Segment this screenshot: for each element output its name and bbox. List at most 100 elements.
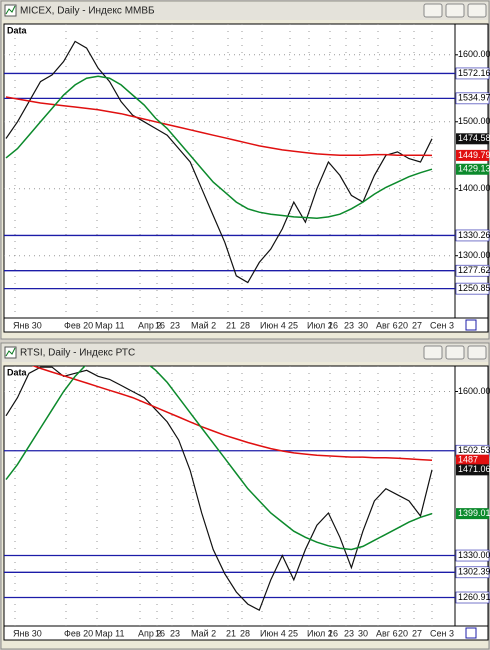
y-tick-label: 1600.00 [458, 49, 490, 59]
x-tick-label: 16 [328, 628, 338, 638]
level-label: 1330.26 [458, 230, 490, 240]
moving-average [5, 366, 433, 551]
level-box [455, 92, 490, 105]
last-value-label: 1429.13 [458, 164, 490, 174]
x-tick-label: 16 [155, 320, 165, 330]
x-tick-label: 28 [240, 320, 250, 330]
plot-area [3, 23, 456, 319]
x-tick-label: Май 2 [191, 628, 216, 638]
scroll-button[interactable] [465, 627, 477, 639]
close-button[interactable] [467, 3, 487, 18]
x-tick-label: Май 2 [191, 320, 216, 330]
data-label: Data [7, 25, 28, 35]
x-tick-label: 27 [412, 320, 422, 330]
x-tick-label: Мар 11 [95, 320, 124, 330]
level-label: 1502.53 [458, 445, 490, 455]
data-label: Data [7, 367, 28, 377]
x-tick-label: 23 [344, 628, 354, 638]
price-axis [454, 365, 489, 627]
moving-average [31, 366, 433, 461]
x-tick-label: 30 [358, 320, 368, 330]
plot-series [5, 366, 433, 612]
y-tick-label: 1600.00 [458, 386, 490, 396]
level-box [455, 282, 490, 295]
title-bar [2, 2, 488, 20]
moving-average [5, 96, 433, 157]
x-tick-label: Июл 2 [307, 320, 333, 330]
x-tick-label: Сен 3 [430, 628, 454, 638]
last-value-box [456, 508, 489, 520]
scroll-button[interactable] [465, 319, 477, 331]
level-label: 1534.97 [458, 93, 490, 103]
level-box [455, 67, 490, 80]
level-box [455, 566, 490, 579]
y-tick-label: 1400.00 [458, 183, 490, 193]
level-label: 1277.62 [458, 265, 490, 275]
last-value-label: 1449.79 [458, 150, 490, 160]
last-value-box [456, 464, 489, 476]
window-icon-glyph [5, 347, 16, 357]
plot-series [5, 40, 433, 284]
minimize-button[interactable] [423, 345, 443, 360]
level-label: 1302.39 [458, 567, 490, 577]
last-value-label: 1399.01 [458, 508, 490, 518]
x-tick-label: Июл 2 [307, 628, 333, 638]
x-tick-label: 21 [226, 628, 236, 638]
x-tick-label: 30 [358, 628, 368, 638]
last-value-box [456, 454, 489, 466]
x-tick-label: 20 [398, 628, 408, 638]
x-tick-label: Июн 4 [260, 320, 286, 330]
y-tick-label: 1500.00 [458, 116, 490, 126]
x-tick-label: Сен 3 [430, 320, 454, 330]
price-line [5, 40, 433, 284]
window-title: MICEX, Daily - Индекс ММВБ [20, 6, 155, 17]
maximize-button[interactable] [445, 345, 465, 360]
x-tick-label: 21 [226, 320, 236, 330]
last-value-box [456, 133, 489, 145]
level-box [455, 264, 490, 277]
x-tick-label: 28 [240, 628, 250, 638]
last-value-label: 1474.58 [458, 133, 490, 143]
x-tick-label: Июн 4 [260, 628, 286, 638]
level-label: 1260.91 [458, 592, 490, 602]
x-tick-label: Мар 11 [95, 628, 124, 638]
plot-area [3, 365, 456, 627]
y-tick-label: 1300.00 [458, 250, 490, 260]
x-tick-label: Апр 2 [138, 628, 161, 638]
level-box [455, 229, 490, 242]
minimize-button[interactable] [423, 3, 443, 18]
x-tick-label: Янв 30 [13, 320, 42, 330]
x-tick-label: Авг 6 [376, 320, 398, 330]
window-icon-glyph [5, 5, 16, 15]
x-tick-label: Авг 6 [376, 628, 398, 638]
window-title: RTSI, Daily - Индекс РТС [20, 348, 135, 359]
last-value-label: 1487 [458, 455, 478, 465]
x-tick-label: 23 [170, 320, 180, 330]
close-button[interactable] [467, 345, 487, 360]
x-tick-label: Апр 2 [138, 320, 161, 330]
x-tick-label: 23 [170, 628, 180, 638]
level-box [455, 591, 490, 604]
maximize-button[interactable] [445, 3, 465, 18]
level-label: 1330.00 [458, 550, 490, 560]
x-tick-label: 25 [288, 628, 298, 638]
x-tick-label: 20 [398, 320, 408, 330]
level-label: 1250.85 [458, 283, 490, 293]
x-tick-label: 16 [155, 628, 165, 638]
moving-average [5, 75, 433, 219]
title-bar [2, 344, 488, 362]
x-tick-label: 23 [344, 320, 354, 330]
x-tick-label: Янв 30 [13, 628, 42, 638]
last-value-box [456, 163, 489, 175]
price-line [5, 366, 433, 612]
time-axis [3, 317, 489, 333]
level-box [455, 549, 490, 562]
x-tick-label: Фев 20 [64, 628, 93, 638]
x-tick-label: 16 [328, 320, 338, 330]
level-label: 1572.16 [458, 68, 490, 78]
x-tick-label: 25 [288, 320, 298, 330]
x-tick-label: 27 [412, 628, 422, 638]
last-value-label: 1471.06 [458, 464, 490, 474]
